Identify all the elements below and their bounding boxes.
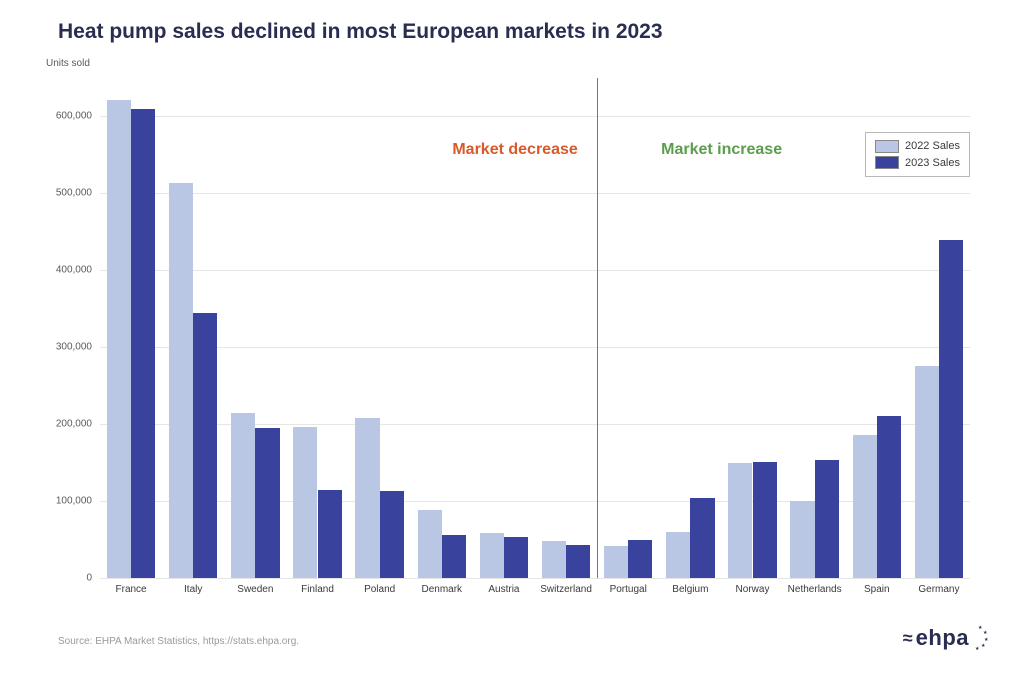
bar-2023	[939, 240, 963, 578]
bar-2023	[566, 545, 590, 578]
bar-2023	[690, 498, 714, 578]
x-tick-label: Poland	[364, 584, 395, 595]
bar-2023	[753, 462, 777, 578]
y-tick-label: 300,000	[56, 342, 92, 353]
grid-line	[100, 347, 970, 348]
x-tick-label: Norway	[736, 584, 770, 595]
bar-2022	[418, 510, 442, 578]
legend: 2022 Sales 2023 Sales	[865, 132, 970, 177]
bar-2023	[255, 428, 279, 578]
bar-2022	[293, 427, 317, 578]
bar-2022	[355, 418, 379, 578]
section-divider	[597, 78, 598, 578]
y-tick-label: 0	[86, 573, 92, 584]
bar-2023	[877, 416, 901, 578]
bar-2023	[193, 313, 217, 578]
x-tick-label: Netherlands	[788, 584, 842, 595]
x-tick-label: Sweden	[237, 584, 273, 595]
annotation: Market increase	[661, 141, 782, 159]
grid-line	[100, 270, 970, 271]
y-tick-label: 400,000	[56, 265, 92, 276]
ehpa-logo-text: ehpa	[916, 625, 969, 651]
x-tick-label: Germany	[918, 584, 959, 595]
bar-2022	[542, 541, 566, 578]
bar-2023	[628, 540, 652, 578]
ehpa-logo: ≈ ehpa ★ ★ ★ ★ ★	[903, 625, 988, 651]
bar-2022	[169, 183, 193, 578]
x-tick-label: Italy	[184, 584, 202, 595]
chart-container: Heat pump sales declined in most Europea…	[0, 0, 1016, 677]
annotation: Market decrease	[452, 141, 577, 159]
chart-title: Heat pump sales declined in most Europea…	[58, 20, 663, 44]
x-tick-label: Austria	[488, 584, 519, 595]
x-tick-label: France	[116, 584, 147, 595]
plot-area: 2022 Sales 2023 Sales 0100,000200,000300…	[100, 78, 970, 578]
bar-2023	[131, 109, 155, 578]
x-tick-label: Belgium	[672, 584, 708, 595]
bar-2022	[604, 546, 628, 578]
legend-label-2022: 2022 Sales	[905, 138, 960, 155]
bar-2022	[231, 413, 255, 578]
legend-swatch-2023	[875, 156, 899, 169]
y-tick-label: 100,000	[56, 496, 92, 507]
waves-icon: ≈	[903, 634, 913, 643]
legend-item-2023: 2023 Sales	[875, 155, 960, 172]
x-tick-label: Denmark	[421, 584, 462, 595]
bar-2022	[666, 532, 690, 578]
grid-line	[100, 193, 970, 194]
x-tick-label: Spain	[864, 584, 890, 595]
stars-icon: ★ ★ ★ ★ ★	[972, 627, 988, 649]
x-tick-label: Portugal	[610, 584, 647, 595]
y-tick-label: 600,000	[56, 111, 92, 122]
legend-item-2022: 2022 Sales	[875, 138, 960, 155]
bar-2023	[442, 535, 466, 578]
x-tick-label: Switzerland	[540, 584, 592, 595]
x-tick-label: Finland	[301, 584, 334, 595]
legend-swatch-2022	[875, 140, 899, 153]
bar-2022	[915, 366, 939, 578]
bar-2022	[853, 435, 877, 578]
bar-2023	[815, 460, 839, 578]
bar-2023	[318, 490, 342, 578]
y-tick-label: 500,000	[56, 188, 92, 199]
grid-line	[100, 116, 970, 117]
bar-2023	[504, 537, 528, 578]
bar-2022	[107, 100, 131, 578]
legend-label-2023: 2023 Sales	[905, 155, 960, 172]
source-citation: Source: EHPA Market Statistics, https://…	[58, 636, 299, 647]
bar-2022	[790, 501, 814, 578]
bar-2023	[380, 491, 404, 578]
y-tick-label: 200,000	[56, 419, 92, 430]
y-axis-label: Units sold	[46, 58, 90, 69]
bar-2022	[480, 533, 504, 578]
bar-2022	[728, 463, 752, 578]
grid-line	[100, 578, 970, 579]
